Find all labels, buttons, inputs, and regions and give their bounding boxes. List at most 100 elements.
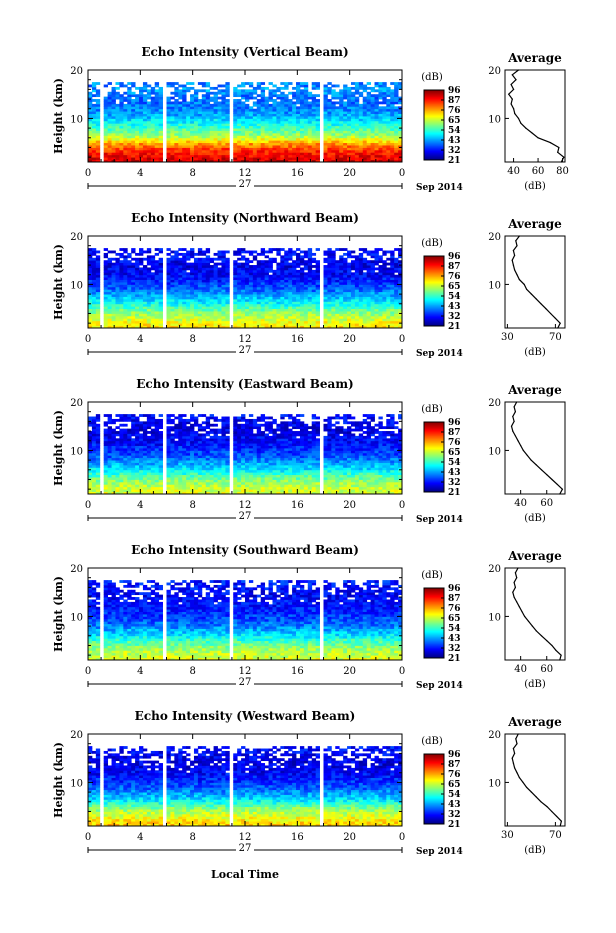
heatmap-cell — [155, 152, 159, 155]
heatmap-cell — [225, 297, 229, 300]
heatmap-cell — [327, 309, 331, 312]
colorbar-tick-label: 96 — [448, 86, 461, 96]
heatmap-cell — [375, 152, 379, 155]
heatmap-cell — [386, 143, 390, 146]
heatmap-cell — [335, 111, 339, 114]
heatmap-cell — [382, 299, 386, 302]
heatmap-cell — [194, 147, 198, 150]
heatmap-cell — [123, 284, 127, 287]
heatmap-cell — [123, 255, 127, 258]
heatmap-cell — [147, 301, 151, 304]
heatmap-cell — [112, 267, 116, 270]
heatmap-cell — [139, 301, 143, 304]
heatmap-cell — [241, 131, 245, 134]
heatmap-cell — [394, 126, 398, 129]
heatmap-cell — [210, 152, 214, 155]
heatmap-cell — [386, 128, 390, 131]
x-tick-label: 8 — [189, 334, 195, 345]
heatmap-cell — [135, 318, 139, 321]
heatmap-cell — [92, 126, 96, 129]
heatmap-cell — [276, 251, 280, 254]
heatmap-cell — [276, 301, 280, 304]
heatmap-cell — [335, 309, 339, 312]
heatmap-cell — [335, 152, 339, 155]
heatmap-cell — [280, 123, 284, 126]
heatmap-cell — [221, 267, 225, 270]
heatmap-cell — [347, 292, 351, 295]
heatmap-cell — [210, 118, 214, 121]
heatmap-cell — [390, 309, 394, 312]
heatmap-cell — [378, 280, 382, 283]
heatmap-cell — [139, 318, 143, 321]
heatmap-cell — [261, 116, 265, 119]
heatmap-cell — [363, 109, 367, 112]
heatmap-cell — [288, 116, 292, 119]
heatmap-cell — [249, 89, 253, 92]
heatmap-cell — [304, 87, 308, 90]
heatmap-cell — [112, 313, 116, 316]
heatmap-cell — [316, 104, 320, 107]
heatmap-cell — [347, 253, 351, 256]
heatmap-cell — [206, 301, 210, 304]
colorbar-tick-label: 65 — [448, 282, 461, 292]
heatmap-cell — [335, 140, 339, 143]
heatmap-cell — [382, 150, 386, 153]
heatmap-cell — [127, 128, 131, 131]
heatmap-cell — [261, 301, 265, 304]
heatmap-cell — [221, 114, 225, 117]
heatmap-cell — [159, 311, 163, 314]
heatmap-cell — [147, 318, 151, 321]
heatmap-cell — [96, 138, 100, 141]
heatmap-cell — [296, 121, 300, 124]
heatmap-cell — [139, 292, 143, 295]
heatmap-cell — [147, 157, 151, 160]
heatmap-cell — [143, 297, 147, 300]
heatmap-cell — [367, 304, 371, 307]
heatmap-cell — [167, 289, 171, 292]
heatmap-cell — [96, 270, 100, 273]
heatmap-cell — [92, 267, 96, 270]
heatmap-cell — [104, 152, 108, 155]
heatmap-cell — [182, 265, 186, 268]
heatmap-cell — [155, 114, 159, 117]
heatmap-cell — [249, 253, 253, 256]
heatmap-cell — [269, 116, 273, 119]
heatmap-cell — [371, 294, 375, 297]
heatmap-cell — [96, 275, 100, 278]
heatmap-cell — [355, 299, 359, 302]
heatmap-cell — [343, 126, 347, 129]
heatmap-cell — [371, 152, 375, 155]
heatmap-cell — [139, 92, 143, 95]
heatmap-cell — [363, 114, 367, 117]
heatmap-cell — [194, 282, 198, 285]
heatmap-cell — [339, 97, 343, 100]
heatmap-cell — [249, 118, 253, 121]
heatmap-cell — [304, 128, 308, 131]
heatmap-cell — [312, 116, 316, 119]
heatmap-cell — [261, 94, 265, 97]
heatmap-cell — [261, 284, 265, 287]
heatmap-cell — [194, 309, 198, 312]
heatmap-cell — [221, 121, 225, 124]
heatmap-cell — [143, 287, 147, 290]
heatmap-cell — [139, 316, 143, 319]
heatmap-cell — [108, 313, 112, 316]
heatmap-cell — [218, 133, 222, 136]
heatmap-cell — [280, 265, 284, 268]
heatmap-cell — [147, 309, 151, 312]
heatmap-cell — [159, 135, 163, 138]
heatmap-cell — [225, 135, 229, 138]
heatmap-cell — [237, 109, 241, 112]
heatmap-cell — [351, 289, 355, 292]
heatmap-cell — [170, 321, 174, 324]
heatmap-cell — [206, 99, 210, 102]
colorbar-tick-label: 32 — [448, 312, 461, 322]
heatmap-cell — [241, 138, 245, 141]
heatmap-cell — [108, 284, 112, 287]
heatmap-cell — [300, 284, 304, 287]
heatmap-cell — [367, 251, 371, 254]
heatmap-cell — [119, 123, 123, 126]
heatmap-cell — [108, 109, 112, 112]
heatmap-cell — [308, 301, 312, 304]
x-tick-label: 20 — [343, 168, 356, 179]
